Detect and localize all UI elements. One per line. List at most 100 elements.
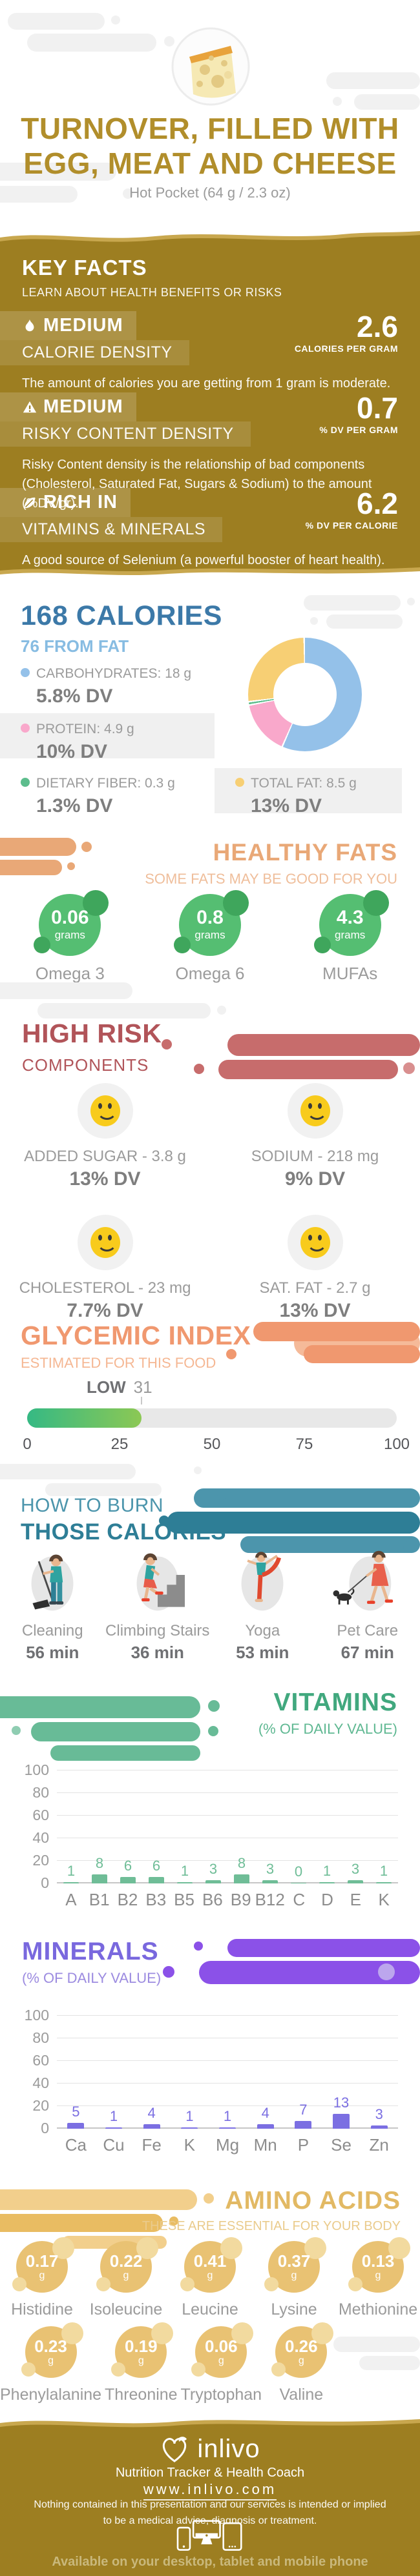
x-tick-label: P	[297, 2135, 310, 2155]
bar	[348, 1880, 363, 1883]
amino-histidine: 0.17 g Histidine	[0, 2237, 84, 2319]
footer-background	[0, 2428, 420, 2576]
bar-value-label: 7	[299, 2101, 308, 2118]
y-tick-label: 20	[32, 2097, 49, 2114]
risk-dv: 7.7% DV	[67, 1300, 143, 1321]
bar-Mn: 4	[246, 2015, 284, 2129]
glycemic-scale-label: 25	[110, 1435, 129, 1453]
bar-value-label: 3	[375, 2105, 383, 2122]
calories-from-fat: 76 FROM FAT	[21, 636, 129, 656]
legend-dv: 10% DV	[36, 741, 108, 762]
x-tick-label: B2	[117, 1890, 138, 1909]
amino-methionine: 0.13 g Methionine	[336, 2237, 420, 2319]
bar	[63, 1882, 79, 1883]
amino-lysine: 0.37 g Lysine	[252, 2237, 336, 2319]
bar-D: 1	[313, 1770, 341, 1883]
minerals-y-axis: 0 20 40 60 80 100	[19, 2007, 49, 2136]
devices-icon	[0, 2520, 420, 2552]
bar-value-label: 5	[72, 2104, 80, 2120]
decor-cloud	[0, 982, 132, 999]
activity-duration: 67 min	[341, 1643, 394, 1662]
gridline	[57, 1860, 398, 1861]
decor-blob	[218, 1060, 398, 1079]
climbing-stairs-illustration	[136, 1553, 185, 1611]
decor-cloud	[217, 1006, 226, 1015]
amino-leucine: 0.41 g Leucine	[168, 2237, 252, 2319]
glycemic-value: 31	[133, 1377, 152, 1397]
y-tick-label: 80	[32, 2029, 49, 2046]
bar	[370, 2125, 388, 2129]
bar	[262, 1880, 278, 1883]
gridline	[57, 1815, 398, 1816]
decor-blob	[194, 1942, 203, 1951]
brand-logo: inlivo	[0, 2435, 420, 2464]
fact-calorie-density: MEDIUM CALORIE DENSITY 2.6 CALORIES PER …	[0, 311, 420, 393]
decor-blob	[403, 1062, 415, 1074]
decor-blob	[169, 2216, 178, 2226]
amino-name: Valine	[279, 2386, 324, 2404]
risk-dv: 9% DV	[284, 1168, 346, 1190]
decor-cloud	[111, 15, 120, 25]
amino-value: 0.37	[277, 2251, 311, 2271]
activity-cleaning: Cleaning 56 min	[0, 1548, 105, 1663]
activity-name: Climbing Stairs	[105, 1622, 210, 1639]
glycemic-tick-marker	[141, 1397, 143, 1405]
x-tick-label: A	[65, 1890, 77, 1909]
key-facts-title: KEY FACTS	[22, 256, 147, 279]
amino-unit: g	[298, 2355, 304, 2366]
cleaning-illustration	[31, 1554, 74, 1611]
legend-dv: 1.3% DV	[36, 795, 113, 816]
y-tick-label: 80	[32, 1784, 49, 1801]
fact-description: A good source of Selenium (a powerful bo…	[22, 553, 385, 567]
bar-B12: 3	[256, 1770, 284, 1883]
bar-value-label: 1	[185, 2108, 194, 2125]
legend-label: PROTEIN: 4.9 g	[36, 722, 134, 736]
y-tick-label: 100	[24, 1761, 49, 1778]
x-tick-label: B6	[202, 1890, 223, 1909]
decor-blob	[0, 2214, 163, 2232]
calories-title: 168 CALORIES	[21, 600, 222, 631]
high-risk-subtitle: COMPONENTS	[22, 1055, 149, 1075]
decor-blob	[217, 1491, 226, 1500]
decor-blob	[403, 1541, 415, 1553]
burn-title-line1: HOW TO BURN	[21, 1495, 164, 1516]
decor-cloud	[407, 598, 415, 605]
decor-blob	[227, 1034, 420, 1056]
header-section: TURNOVER, FILLED WITH EGG, MEAT AND CHEE…	[0, 0, 420, 227]
amino-unit: g	[291, 2269, 297, 2281]
x-tick-label: E	[350, 1890, 361, 1909]
activity-name: Cleaning	[21, 1622, 83, 1639]
healthy-fats-title: HEALTHY FATS	[213, 839, 397, 866]
healthy-fats-subtitle: SOME FATS MAY BE GOOD FOR YOU	[145, 871, 397, 887]
decor-cloud	[0, 186, 78, 203]
activity-yoga: Yoga 53 min	[210, 1548, 315, 1663]
glycemic-scale-label: 100	[383, 1435, 410, 1453]
bar-Zn: 3	[360, 2015, 398, 2129]
page-title-line1: TURNOVER, FILLED WITH	[21, 112, 399, 145]
legend-panel	[215, 768, 402, 813]
bar-value-label: 1	[379, 1863, 388, 1880]
bar-value-label: 1	[180, 1863, 189, 1880]
bar-value-label: 13	[333, 2094, 350, 2111]
bar-B2: 6	[114, 1770, 142, 1883]
fat-unit: grams	[54, 929, 85, 941]
minerals-bars: 5 1 4 1 1 4 7 13 3	[57, 2015, 398, 2129]
brand-tagline: Nutrition Tracker & Health Coach	[115, 2466, 305, 2480]
activity-name: Pet Care	[337, 1622, 399, 1639]
smiley-icon	[77, 1083, 133, 1139]
amino-name: Threonine	[105, 2386, 178, 2404]
gridline	[57, 2105, 398, 2106]
activity-climbing-stairs: Climbing Stairs 36 min	[105, 1548, 211, 1663]
decor-blob	[208, 1726, 218, 1736]
amino-subtitle: THESE ARE ESSENTIAL FOR YOUR BODY	[142, 2219, 401, 2233]
x-tick-label: Mn	[253, 2135, 277, 2155]
website-link[interactable]: www.inlivo.com	[143, 2481, 277, 2500]
decor-blob	[163, 1966, 174, 1978]
amino-blob: 0.41 g	[180, 2237, 242, 2293]
brand-name: inlivo	[197, 2435, 260, 2463]
x-tick-label: K	[378, 1890, 390, 1909]
bar	[295, 2120, 312, 2129]
legend-dv: 13% DV	[251, 795, 322, 816]
bar-value-label: 1	[223, 2108, 232, 2125]
minerals-header: MINERALS (% OF DAILY VALUE)	[22, 1938, 161, 1987]
